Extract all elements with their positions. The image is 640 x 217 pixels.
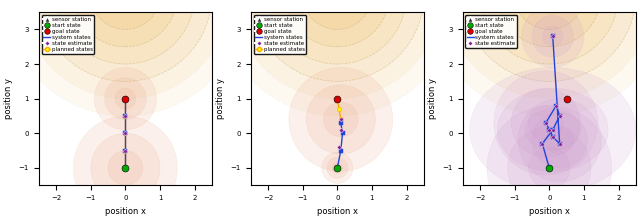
Circle shape — [251, 0, 424, 81]
Ellipse shape — [94, 67, 157, 130]
Ellipse shape — [306, 85, 376, 154]
Circle shape — [268, 0, 406, 64]
Ellipse shape — [522, 5, 584, 67]
Circle shape — [39, 0, 212, 81]
Ellipse shape — [108, 151, 143, 185]
Ellipse shape — [529, 147, 570, 189]
Circle shape — [285, 0, 389, 47]
Circle shape — [497, 0, 601, 47]
Ellipse shape — [289, 67, 393, 171]
Ellipse shape — [532, 16, 573, 57]
Circle shape — [234, 0, 441, 99]
Circle shape — [303, 0, 372, 30]
Circle shape — [74, 0, 177, 47]
Ellipse shape — [542, 26, 563, 47]
Ellipse shape — [74, 116, 177, 217]
Circle shape — [428, 0, 640, 116]
Ellipse shape — [487, 106, 612, 217]
Circle shape — [463, 0, 636, 81]
Ellipse shape — [532, 112, 588, 168]
X-axis label: position x: position x — [317, 207, 358, 215]
Legend: sensor station, start state, goal state, system states, state estimate, planned : sensor station, start state, goal state,… — [253, 15, 306, 54]
Y-axis label: position y: position y — [216, 78, 225, 119]
Ellipse shape — [508, 126, 591, 209]
Ellipse shape — [546, 126, 573, 154]
Ellipse shape — [115, 88, 136, 109]
Ellipse shape — [332, 163, 342, 173]
Y-axis label: position y: position y — [428, 78, 437, 119]
Circle shape — [56, 0, 195, 64]
Ellipse shape — [323, 102, 358, 137]
Ellipse shape — [494, 71, 598, 175]
Ellipse shape — [327, 158, 348, 178]
X-axis label: position x: position x — [105, 207, 146, 215]
Ellipse shape — [104, 78, 146, 119]
Ellipse shape — [525, 109, 580, 151]
Circle shape — [445, 0, 640, 99]
X-axis label: position x: position x — [529, 207, 570, 215]
Ellipse shape — [470, 67, 636, 192]
Legend: sensor station, start state, goal state, system states, state estimate, planned : sensor station, start state, goal state,… — [42, 15, 94, 54]
Ellipse shape — [529, 106, 563, 140]
Ellipse shape — [518, 99, 601, 182]
Circle shape — [216, 0, 458, 116]
Ellipse shape — [497, 88, 608, 171]
Ellipse shape — [511, 88, 580, 158]
Y-axis label: position y: position y — [4, 78, 13, 119]
Circle shape — [91, 0, 160, 30]
Circle shape — [480, 0, 618, 64]
Ellipse shape — [91, 133, 160, 202]
Circle shape — [515, 0, 584, 30]
Ellipse shape — [322, 152, 353, 184]
Legend: sensor station, start state, goal state, system states, state estimate: sensor station, start state, goal state,… — [465, 15, 517, 48]
Circle shape — [4, 0, 246, 116]
Circle shape — [22, 0, 229, 99]
